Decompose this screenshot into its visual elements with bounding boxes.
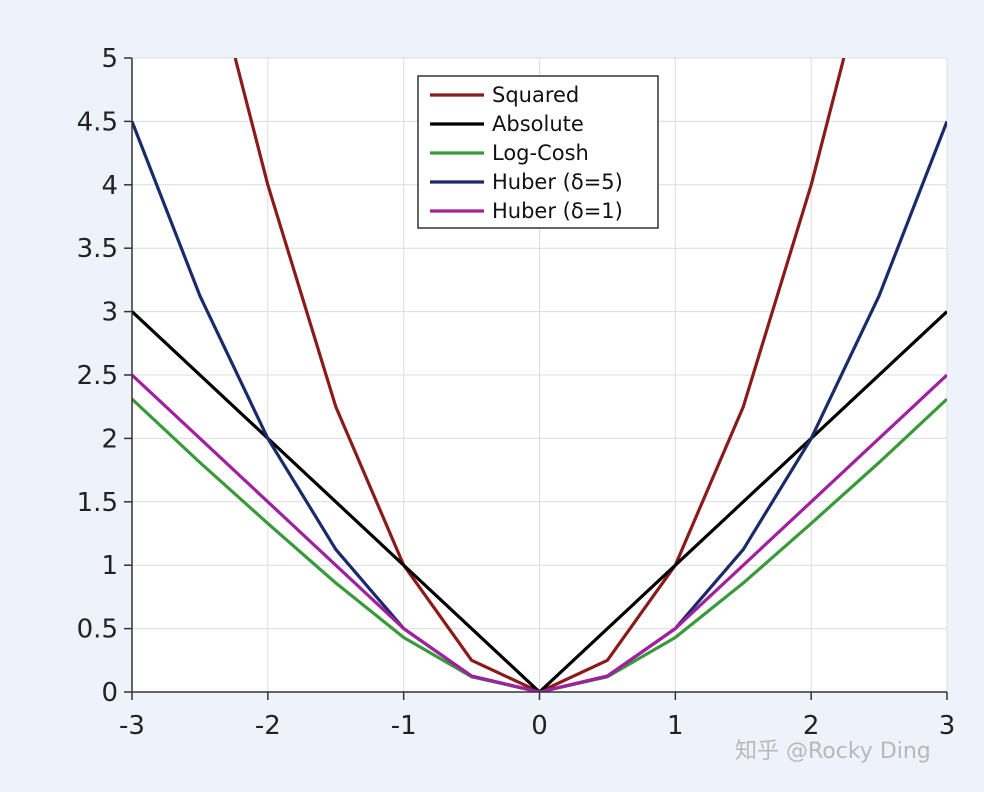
y-tick-label-5: 2.5 xyxy=(77,361,118,391)
y-tick-label-8: 4 xyxy=(101,171,118,201)
x-tick-label-2: -1 xyxy=(391,711,417,741)
x-tick-label-6: 3 xyxy=(939,711,956,741)
x-tick-label-0: -3 xyxy=(119,711,145,741)
series-line-4 xyxy=(132,373,947,692)
y-tick-label-3: 1.5 xyxy=(77,488,118,518)
y-tick-label-2: 1 xyxy=(101,551,118,581)
legend-label-4: Huber (δ=1) xyxy=(492,199,623,223)
y-tick-label-7: 3.5 xyxy=(77,234,118,264)
watermark: 知乎 @Rocky Ding xyxy=(735,739,931,764)
series-line-0 xyxy=(233,58,846,692)
y-tick-label-9: 4.5 xyxy=(77,107,118,137)
x-tick-label-1: -2 xyxy=(255,711,281,741)
series-line-2 xyxy=(132,397,947,692)
y-tick-label-1: 0.5 xyxy=(77,615,118,645)
series-line-3 xyxy=(132,120,947,692)
legend-label-1: Absolute xyxy=(492,112,584,136)
series-lines xyxy=(132,58,947,692)
x-tick-label-4: 1 xyxy=(667,711,684,741)
axes xyxy=(124,57,948,700)
legend-label-2: Log-Cosh xyxy=(492,141,589,165)
y-tick-label-0: 0 xyxy=(101,678,118,708)
legend-label-3: Huber (δ=5) xyxy=(492,170,623,194)
x-tick-label-5: 2 xyxy=(803,711,820,741)
x-tick-label-3: 0 xyxy=(531,711,548,741)
y-tick-label-6: 3 xyxy=(101,298,118,328)
y-tick-label-10: 5 xyxy=(101,44,118,74)
legend: Squared Absolute Log-Cosh Huber (δ=5) Huber … xyxy=(417,75,659,229)
y-tick-label-4: 2 xyxy=(101,424,118,454)
legend-items: Squared Absolute Log-Cosh Huber (δ=5) Huber … xyxy=(430,83,623,223)
legend-label-0: Squared xyxy=(492,83,579,107)
tick-labels: -3 -2 -1 0 1 2 3 0 0.5 1 1.5 2 2.5 3 3.5 4 4.5 5 xyxy=(77,44,956,741)
